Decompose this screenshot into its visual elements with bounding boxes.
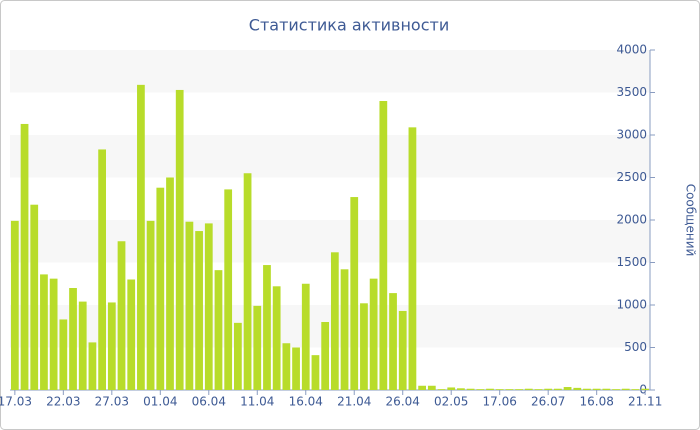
bar (505, 389, 514, 390)
bar (20, 123, 29, 390)
y-axis-label: Сообщений (684, 184, 698, 257)
bar (515, 389, 523, 390)
bar (379, 101, 388, 390)
bar (524, 388, 533, 390)
bar (156, 187, 165, 390)
bar (204, 223, 213, 390)
bar (185, 221, 194, 390)
bar (301, 283, 310, 390)
x-tick-label: 06.04 (192, 395, 226, 409)
bar (602, 388, 611, 390)
bar (369, 278, 378, 390)
bar (88, 342, 97, 390)
grid-band (10, 305, 650, 348)
bar (10, 220, 19, 390)
bar (486, 388, 494, 390)
grid-band (10, 220, 650, 263)
bar (583, 388, 591, 390)
bar (282, 343, 291, 390)
bar (107, 302, 116, 390)
bar (59, 319, 68, 390)
x-tick-label: 17.03 (0, 395, 32, 409)
x-tick-label: 26.04 (386, 395, 420, 409)
bar (554, 388, 562, 390)
bar (389, 293, 397, 390)
bar (612, 389, 620, 390)
bar (340, 269, 349, 390)
bar (321, 322, 330, 390)
bar (40, 274, 48, 390)
x-tick-label: 21.04 (337, 395, 371, 409)
bar (49, 278, 58, 390)
bar (476, 389, 485, 390)
x-tick-label: 22.03 (46, 395, 80, 409)
bar (466, 388, 475, 390)
bar (563, 387, 572, 390)
bar (30, 204, 39, 390)
bar (253, 305, 262, 390)
bar (437, 389, 446, 390)
bar (573, 387, 582, 390)
bar (408, 127, 417, 390)
y-tick-label: 2000 (616, 213, 647, 227)
bar (592, 388, 601, 390)
bar (175, 89, 184, 390)
bar (272, 286, 281, 390)
bar (311, 355, 320, 390)
bar (544, 388, 553, 390)
x-tick-label: 16.04 (289, 395, 323, 409)
y-tick-label: 4000 (616, 43, 647, 57)
bar (98, 149, 106, 390)
chart-title: Статистика активности (249, 16, 449, 35)
y-tick-label: 3000 (616, 128, 647, 142)
x-tick-label: 11.04 (240, 395, 274, 409)
bar (214, 270, 223, 390)
bar (631, 389, 640, 390)
bar (243, 173, 252, 390)
bar (350, 197, 359, 390)
bar (330, 252, 339, 390)
x-tick-label: 27.03 (95, 395, 129, 409)
bar (234, 322, 242, 390)
x-tick-label: 17.06 (483, 395, 517, 409)
x-tick-label: 01.04 (143, 395, 177, 409)
grid-band (10, 50, 650, 93)
bar (137, 84, 145, 390)
bar (418, 385, 426, 390)
x-tick-label: 21.11 (628, 395, 662, 409)
bar (621, 388, 630, 390)
y-tick-label: 2500 (616, 170, 647, 184)
y-tick-label: 1000 (616, 298, 647, 312)
bar (495, 389, 504, 390)
x-tick-label: 02.05 (434, 395, 468, 409)
x-tick-label: 26.07 (531, 395, 565, 409)
bar (117, 241, 126, 390)
bar (78, 301, 87, 390)
bar (146, 220, 155, 390)
bar (534, 389, 543, 390)
bar (427, 385, 436, 390)
x-tick-label: 16.08 (579, 395, 613, 409)
bar (457, 388, 465, 390)
y-tick-label: 3500 (616, 85, 647, 99)
y-tick-label: 1500 (616, 255, 647, 269)
bar (127, 279, 136, 390)
bar (398, 310, 407, 390)
bar (224, 189, 233, 390)
bar (447, 387, 456, 390)
y-tick-label: 500 (624, 340, 647, 354)
bar (360, 303, 368, 390)
bar (641, 388, 650, 390)
bar (166, 177, 174, 390)
bar (69, 288, 77, 390)
grid-band (10, 135, 650, 178)
bar (195, 231, 203, 390)
bar (263, 265, 271, 390)
bar (292, 347, 300, 390)
